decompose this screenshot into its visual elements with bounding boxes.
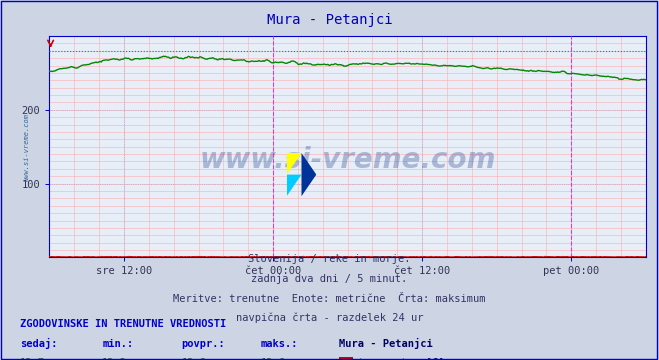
Text: www.si-vreme.com: www.si-vreme.com <box>200 146 496 174</box>
Text: 13,6: 13,6 <box>260 359 285 360</box>
Polygon shape <box>287 153 302 175</box>
Text: 12,2: 12,2 <box>102 359 127 360</box>
Text: www.si-vreme.com: www.si-vreme.com <box>24 113 30 181</box>
Text: Mura - Petanjci: Mura - Petanjci <box>267 13 392 27</box>
Text: Meritve: trenutne  Enote: metrične  Črta: maksimum: Meritve: trenutne Enote: metrične Črta: … <box>173 294 486 304</box>
Text: sedaj:: sedaj: <box>20 338 57 349</box>
Text: 12,8: 12,8 <box>181 359 206 360</box>
Text: maks.:: maks.: <box>260 339 298 349</box>
Text: min.:: min.: <box>102 339 133 349</box>
Polygon shape <box>302 153 316 196</box>
Text: Mura - Petanjci: Mura - Petanjci <box>339 338 433 349</box>
Text: povpr.:: povpr.: <box>181 339 225 349</box>
Text: 12,7: 12,7 <box>20 359 45 360</box>
Text: ZGODOVINSKE IN TRENUTNE VREDNOSTI: ZGODOVINSKE IN TRENUTNE VREDNOSTI <box>20 319 226 329</box>
Text: Slovenija / reke in morje.: Slovenija / reke in morje. <box>248 254 411 264</box>
Text: zadnja dva dni / 5 minut.: zadnja dva dni / 5 minut. <box>251 274 408 284</box>
Text: navpična črta - razdelek 24 ur: navpična črta - razdelek 24 ur <box>236 313 423 324</box>
Text: temperatura[C]: temperatura[C] <box>358 359 445 360</box>
Polygon shape <box>287 175 302 196</box>
